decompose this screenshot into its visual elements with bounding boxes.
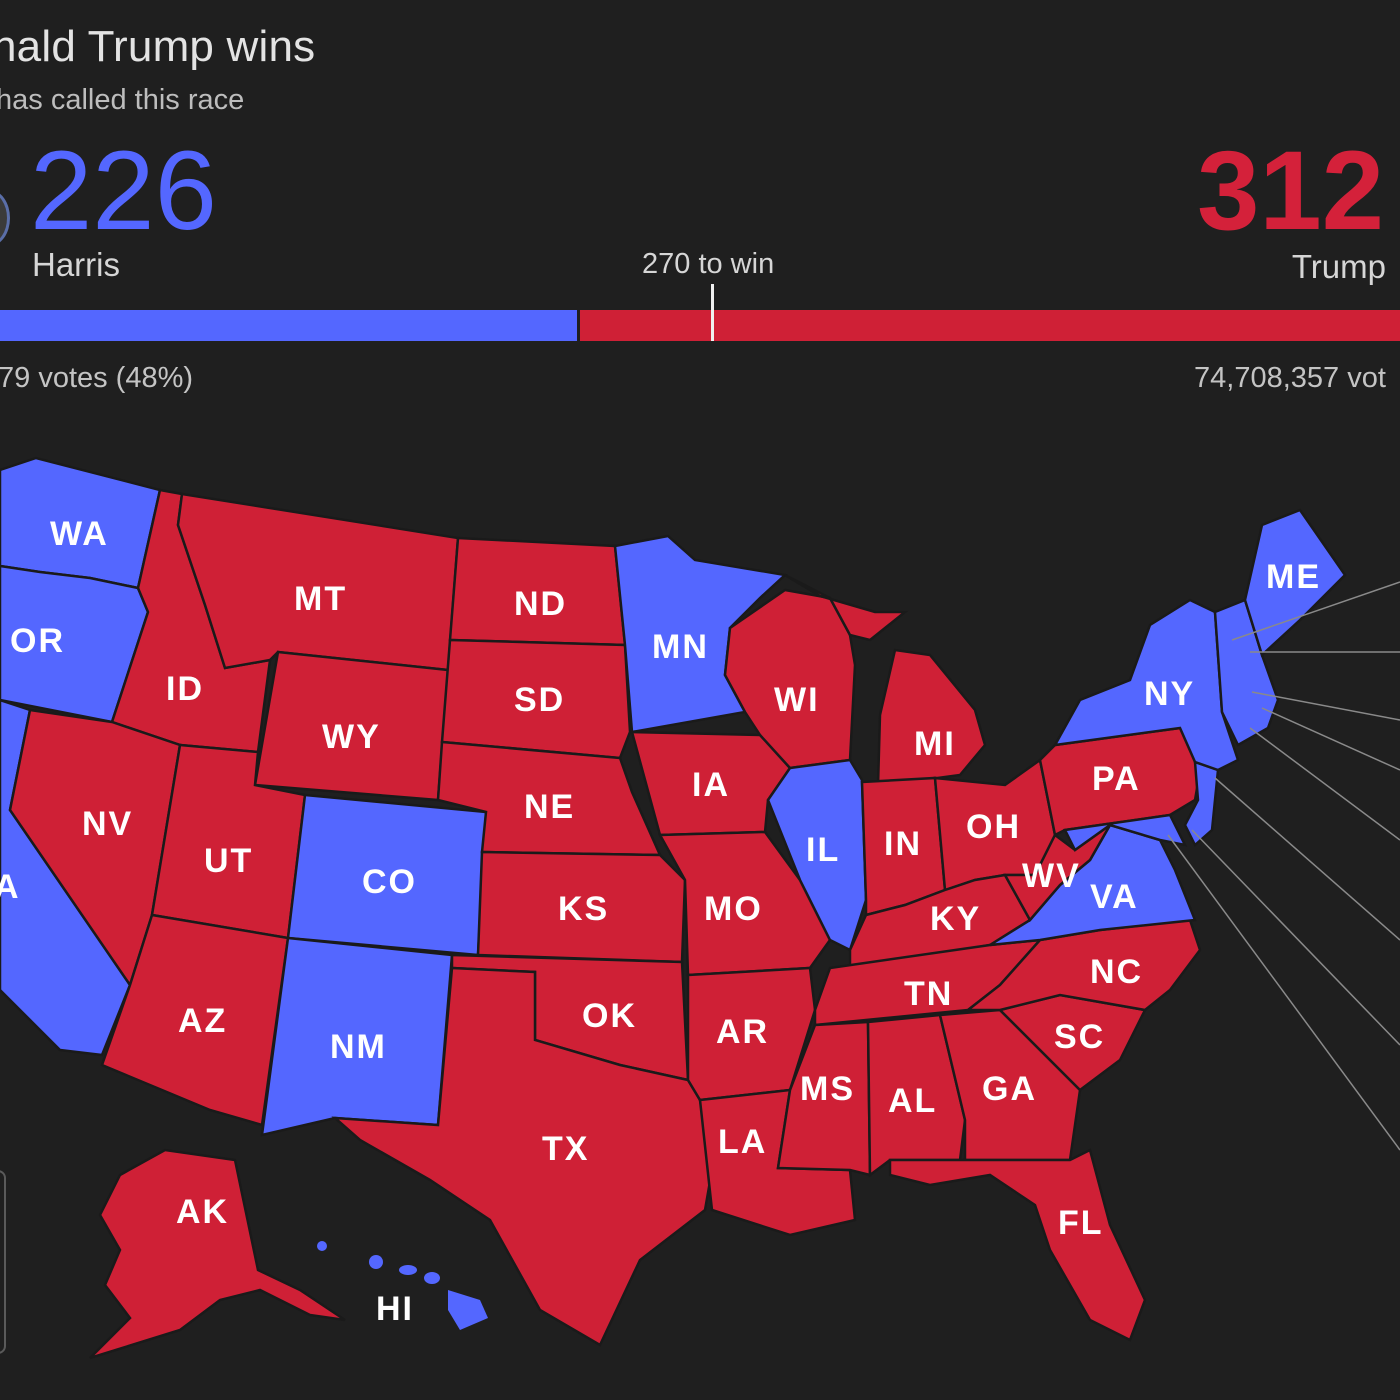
state-fl[interactable] [888, 1148, 1147, 1342]
label-nd: ND [514, 585, 567, 623]
label-tn: TN [904, 975, 953, 1013]
label-nm: NM [330, 1028, 387, 1066]
state-mi[interactable] [876, 648, 987, 788]
label-ut: UT [204, 842, 253, 880]
label-pa: PA [1092, 760, 1141, 798]
label-ia: IA [692, 766, 730, 804]
harris-popular-votes: 79 votes (48%) [0, 362, 194, 394]
label-or: OR [10, 622, 65, 660]
label-ar: AR [716, 1013, 769, 1051]
label-mo: MO [704, 890, 763, 928]
label-wi: WI [774, 681, 820, 719]
label-sc: SC [1054, 1018, 1105, 1056]
label-sd: SD [514, 681, 565, 719]
electoral-vote-bar [0, 310, 1400, 341]
label-oh: OH [966, 808, 1021, 846]
race-title: nald Trump wins [0, 22, 316, 71]
state-ks[interactable] [476, 850, 687, 964]
label-wy: WY [322, 718, 381, 756]
map-control-handle[interactable] [0, 1170, 6, 1354]
trump-name: Trump [1291, 248, 1386, 285]
label-ok: OK [582, 997, 637, 1035]
label-va: VA [1090, 878, 1139, 916]
state-hi[interactable] [317, 1241, 488, 1330]
state-ak[interactable] [89, 1148, 346, 1360]
harris-bar-segment [0, 310, 577, 341]
label-ks: KS [558, 890, 609, 928]
label-co: CO [362, 863, 417, 901]
label-tx: TX [542, 1130, 589, 1168]
race-status: has called this race [0, 84, 245, 116]
label-in: IN [884, 825, 922, 863]
trump-electoral-votes: 312 [1197, 128, 1384, 253]
state-sd[interactable] [440, 638, 632, 760]
threshold-marker [711, 284, 714, 341]
label-az: AZ [178, 1002, 227, 1040]
label-il: IL [806, 831, 840, 869]
label-mt: MT [294, 580, 347, 618]
state-labels: WA OR A ID MT WY NV UT CO AZ NM ND SD NE… [0, 515, 1321, 1328]
label-hi: HI [376, 1290, 414, 1328]
label-la: LA [718, 1123, 767, 1161]
label-nv: NV [82, 805, 133, 843]
bar-divider [577, 310, 581, 341]
label-ak: AK [176, 1193, 229, 1231]
state-me[interactable] [1243, 508, 1347, 658]
label-me: ME [1266, 558, 1321, 596]
label-mn: MN [652, 628, 709, 666]
threshold-label: 270 to win [642, 248, 775, 280]
label-wa: WA [50, 515, 109, 553]
label-mi: MI [914, 725, 956, 763]
state-nc[interactable] [964, 918, 1202, 1012]
harris-electoral-votes: 226 [30, 128, 217, 253]
trump-bar-segment [580, 310, 1400, 341]
label-id: ID [166, 670, 204, 708]
label-ga: GA [982, 1070, 1037, 1108]
label-nc: NC [1090, 953, 1143, 991]
harris-name: Harris [32, 246, 120, 283]
state-tx[interactable] [331, 966, 714, 1347]
state-mo[interactable] [657, 830, 832, 977]
label-ms: MS [800, 1070, 855, 1108]
state-mi-upper[interactable] [784, 573, 909, 642]
label-ne: NE [524, 788, 575, 826]
label-ca: A [0, 868, 21, 906]
trump-popular-votes: 74,708,357 vot [1194, 362, 1386, 394]
label-ny: NY [1144, 675, 1195, 713]
state-md-de[interactable] [1063, 813, 1188, 852]
label-fl: FL [1058, 1204, 1104, 1242]
label-wv: WV [1022, 857, 1081, 895]
label-ky: KY [930, 900, 981, 938]
label-al: AL [888, 1082, 937, 1120]
small-state-leader-lines [1167, 581, 1400, 1151]
